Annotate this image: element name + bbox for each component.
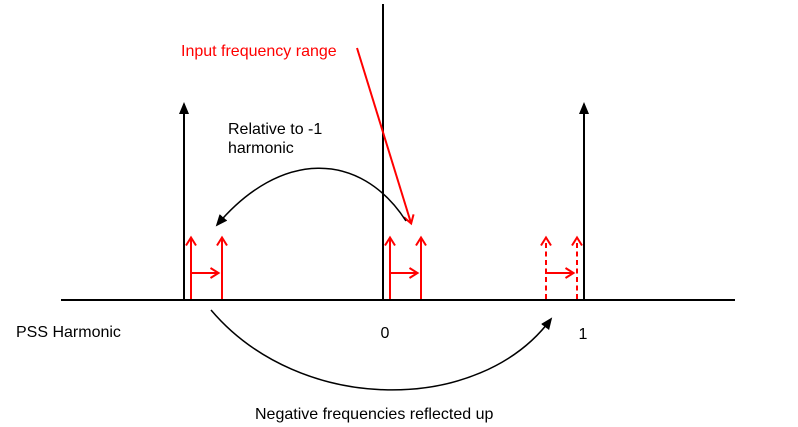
tick-label-1: 1 — [579, 326, 588, 343]
negative-frequencies-label: Negative frequencies reflected up — [255, 406, 493, 423]
input-range-at-minus1-harmonic — [185, 235, 228, 299]
relative-to-minus1-curve-arrow — [215, 167, 407, 227]
relative-to-minus1-label-line2: harmonic — [228, 140, 294, 157]
reflected-range-at-plus1-harmonic — [540, 235, 583, 299]
input-range-at-0-harmonic — [384, 235, 427, 299]
negative-frequencies-curve-arrow — [210, 309, 553, 391]
input-frequency-range-label: Input frequency range — [181, 43, 337, 60]
axis-label-pss-harmonic: PSS Harmonic — [16, 324, 121, 341]
tick-label-0: 0 — [381, 325, 390, 342]
input-range-callout-arrow — [356, 47, 415, 226]
relative-to-minus1-label-line1: Relative to -1 — [228, 121, 322, 138]
